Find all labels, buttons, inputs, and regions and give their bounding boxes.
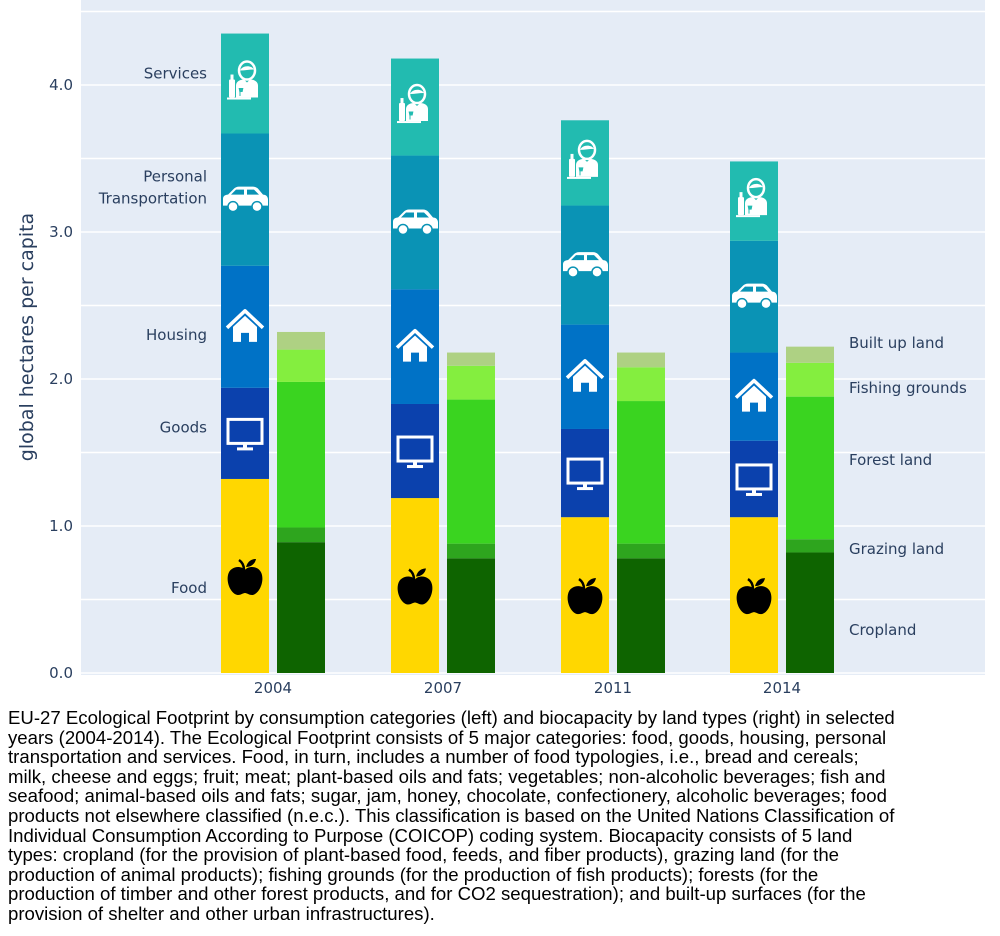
- bar-biocapacity-fishing-grounds-2011: [617, 367, 665, 402]
- car-icon: [223, 186, 268, 213]
- waiter-icon: [567, 139, 598, 179]
- footprint-label: Transportation: [98, 190, 207, 208]
- bar-biocapacity-fishing-grounds-2004: [277, 349, 325, 382]
- caption-line: production of animal products); fishing …: [8, 863, 819, 885]
- biocapacity-label: Fishing grounds: [849, 379, 967, 397]
- biocapacity-label: Built up land: [849, 334, 944, 352]
- house-icon: [225, 309, 265, 342]
- y-axis-label: global hectares per capita: [16, 213, 38, 461]
- footprint-label: Services: [144, 65, 207, 83]
- bar-biocapacity-grazing-land-2007: [447, 543, 495, 559]
- caption-line: EU-27 Ecological Footprint by consumptio…: [8, 707, 895, 728]
- bar-biocapacity-forest-land-2007: [447, 399, 495, 544]
- bar-biocapacity-cropland-2004: [277, 542, 325, 673]
- monitor-icon: [396, 435, 434, 469]
- caption-line: production of timber and other forest pr…: [8, 883, 866, 905]
- bar-biocapacity-built-up-land-2007: [447, 352, 495, 366]
- caption-line: provision of shelter and other urban inf…: [8, 902, 435, 924]
- bar-biocapacity-cropland-2011: [617, 558, 665, 673]
- biocapacity-label: Grazing land: [849, 540, 944, 558]
- x-tick-label: 2014: [763, 679, 801, 697]
- bar-biocapacity-forest-land-2004: [277, 381, 325, 528]
- y-tick-label: 4.0: [49, 76, 73, 94]
- bar-biocapacity-cropland-2014: [786, 552, 834, 673]
- waiter-icon: [397, 83, 428, 124]
- house-icon: [395, 328, 435, 362]
- y-tick-label: 2.0: [49, 370, 73, 388]
- apple-icon: [227, 558, 263, 595]
- bar-biocapacity-forest-land-2011: [617, 401, 665, 544]
- biocapacity-land-labels: Built up land Fishing grounds Forest land G…: [849, 334, 967, 639]
- monitor-icon: [735, 463, 773, 496]
- monitor-icon: [226, 417, 264, 451]
- bar-biocapacity-fishing-grounds-2007: [447, 365, 495, 400]
- caption-line: products not elsewhere classified (n.e.c…: [8, 804, 895, 826]
- x-tick-label: 2004: [254, 679, 292, 697]
- caption-line: Individual Consumption According to Purp…: [8, 824, 853, 846]
- bar-biocapacity-cropland-2007: [447, 558, 495, 673]
- y-tick-label: 3.0: [49, 223, 73, 241]
- bar-biocapacity-grazing-land-2011: [617, 543, 665, 559]
- waiter-icon: [227, 60, 258, 100]
- car-icon: [732, 283, 777, 310]
- footprint-label: Goods: [160, 418, 207, 436]
- apple-icon: [736, 578, 772, 615]
- bar-biocapacity-built-up-land-2004: [277, 331, 325, 350]
- footprint-category-labels: Food Goods Housing Personal Transportation Se…: [98, 65, 207, 597]
- biocapacity-label: Cropland: [849, 621, 916, 639]
- bar-biocapacity-built-up-land-2014: [786, 346, 834, 363]
- bar-biocapacity-built-up-land-2011: [617, 352, 665, 368]
- footprint-label: Housing: [146, 326, 207, 344]
- caption-line: seafood; animal-based oils and fats; sug…: [8, 785, 887, 807]
- bar-biocapacity-grazing-land-2014: [786, 539, 834, 553]
- caption-line: years (2004-2014). The Ecological Footpr…: [8, 726, 887, 748]
- monitor-icon: [566, 457, 604, 491]
- caption-line: milk, cheese and eggs; fruit; meat; plan…: [8, 765, 886, 787]
- car-icon: [563, 252, 608, 278]
- stacked-bar-chart: 0.0 1.0 2.0 3.0 4.0 global hectares per capi…: [16, 0, 985, 697]
- caption-line: transportation and services. Food, in tu…: [8, 746, 859, 768]
- x-tick-label: 2011: [594, 679, 632, 697]
- footprint-label: Personal: [143, 168, 207, 186]
- bar-icons: [223, 60, 777, 615]
- footprint-label: Food: [171, 579, 207, 597]
- biocapacity-label: Forest land: [849, 451, 932, 469]
- x-tick-label: 2007: [424, 679, 462, 697]
- bar-biocapacity-grazing-land-2004: [277, 527, 325, 543]
- figure-caption: EU-27 Ecological Footprint by consumptio…: [8, 708, 993, 924]
- apple-icon: [397, 568, 433, 605]
- bar-biocapacity-fishing-grounds-2014: [786, 362, 834, 397]
- car-icon: [393, 209, 438, 236]
- x-axis-ticks: 2004 2007 2011 2014: [254, 679, 801, 697]
- house-icon: [734, 378, 774, 412]
- waiter-icon: [736, 177, 767, 218]
- y-tick-label: 0.0: [49, 664, 73, 682]
- bar-biocapacity-forest-land-2014: [786, 396, 834, 540]
- y-axis-ticks: 0.0 1.0 2.0 3.0 4.0: [49, 76, 73, 682]
- house-icon: [565, 359, 605, 392]
- caption-line: types: cropland (for the provision of pl…: [8, 844, 839, 866]
- apple-icon: [567, 578, 603, 615]
- y-tick-label: 1.0: [49, 517, 73, 535]
